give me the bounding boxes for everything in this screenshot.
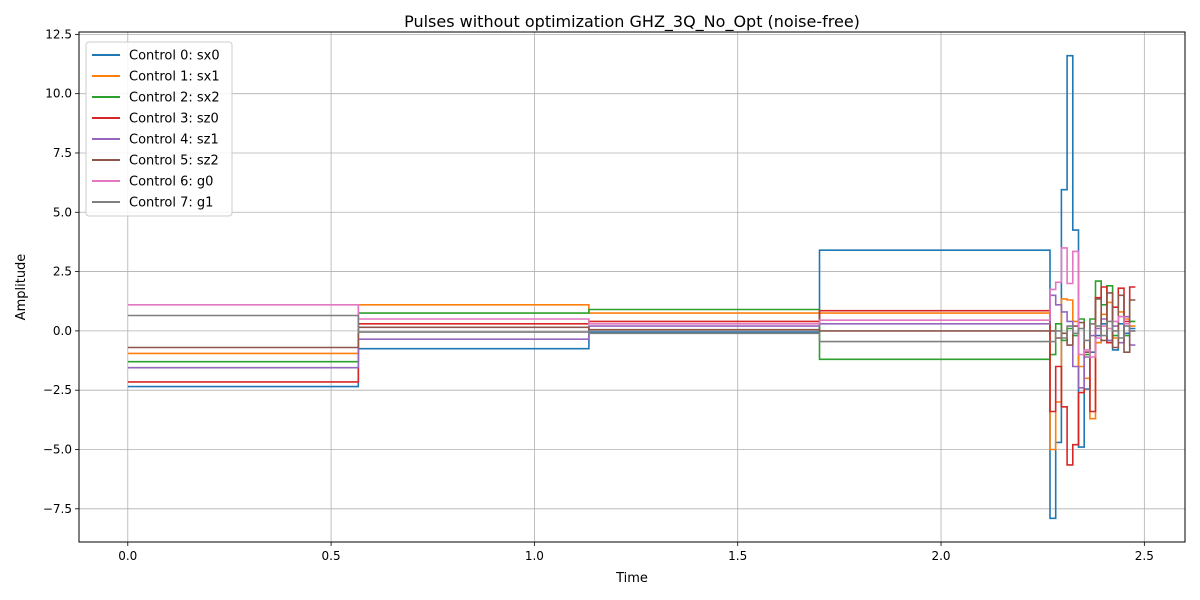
series-line-3 (127, 286, 1136, 466)
y-axis-label: Amplitude (14, 254, 29, 321)
legend-box (85, 41, 233, 217)
y-tick-label: 2.5 (53, 265, 72, 279)
chart-title: Pulses without optimization GHZ_3Q_No_Op… (404, 12, 860, 32)
series-line-7 (127, 314, 1136, 343)
x-axis-ticks: 0.0 0.5 1.0 1.5 2.0 2.5 (118, 542, 1154, 563)
legend-label: Control 2: sx2 (129, 91, 220, 106)
series-line-5 (127, 292, 1136, 353)
y-tick-label: 0.0 (53, 324, 72, 338)
y-tick-label: −5.0 (43, 442, 72, 456)
plot-frame (78, 31, 1186, 543)
series-lines (127, 54, 1136, 520)
series-line-4 (127, 294, 1136, 389)
y-tick-label: 12.5 (45, 27, 72, 41)
x-tick-label: 0.5 (322, 549, 341, 563)
legend-label: Control 6: g0 (129, 175, 213, 190)
legend-label: Control 3: sz0 (129, 112, 219, 127)
y-axis-ticks: −7.5 −5.0 −2.5 0.0 2.5 5.0 7.5 10.0 12.5 (43, 27, 79, 516)
legend-label: Control 7: g1 (129, 196, 213, 211)
legend-label: Control 0: sx0 (129, 49, 220, 64)
grid (79, 32, 1185, 542)
y-tick-label: −7.5 (43, 502, 72, 516)
legend-label: Control 4: sz1 (129, 133, 219, 148)
y-tick-label: 5.0 (53, 205, 72, 219)
series-line-6 (127, 247, 1136, 358)
y-tick-label: 7.5 (53, 146, 72, 160)
x-axis-label: Time (615, 571, 648, 586)
x-tick-label: 1.5 (728, 549, 747, 563)
x-tick-label: 0.0 (118, 549, 137, 563)
legend: Control 0: sx0 Control 1: sx1 Control 2: s… (85, 41, 233, 217)
x-tick-label: 2.0 (931, 549, 950, 563)
series-line-2 (127, 280, 1136, 363)
x-tick-label: 1.0 (525, 549, 544, 563)
x-tick-label: 2.5 (1135, 549, 1154, 563)
y-tick-label: −2.5 (43, 383, 72, 397)
series-line-0 (127, 54, 1136, 520)
legend-label: Control 5: sz2 (129, 154, 219, 169)
y-tick-label: 10.0 (45, 87, 72, 101)
legend-label: Control 1: sx1 (129, 70, 220, 85)
